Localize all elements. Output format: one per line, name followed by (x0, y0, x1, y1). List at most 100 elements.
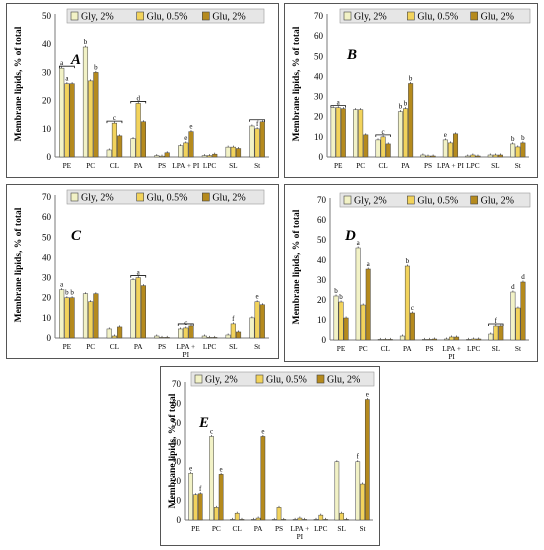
category-label-e-0: PE (191, 524, 200, 533)
y-tick-d-30: 30 (317, 275, 327, 285)
y-tick-c-60: 60 (42, 212, 52, 222)
bar-d-0-1 (338, 301, 344, 341)
category-label-d-1: PC (359, 344, 368, 353)
y-tick-d-50: 50 (317, 235, 327, 245)
sig-label-e-1-2: e (220, 465, 223, 473)
legend-a: Gly, 2% Glu, 0.5% Glu, 2% (66, 8, 265, 24)
bar-a-4-1 (159, 155, 165, 158)
bar-a-0-0 (59, 67, 65, 158)
sig-label-c-0-1: b (65, 289, 69, 297)
bar-a-3-0 (130, 138, 136, 158)
bar-b-1-0 (353, 109, 359, 158)
category-label-c-7: SL (229, 342, 238, 351)
bar-c-2-2 (117, 326, 123, 339)
bar-d-5-2 (454, 336, 460, 341)
legend-swatch-a-0 (70, 11, 79, 21)
bar-b-8-0 (510, 143, 516, 158)
legend-box-b (339, 8, 531, 24)
category-label-e-6: LPC (314, 524, 328, 533)
legend-label-a-1: Glu, 0.5% (147, 12, 188, 23)
category-label-e-2: CL (233, 524, 243, 533)
bar-d-1-0 (355, 247, 361, 341)
sig-label-c-0-0: a (60, 281, 64, 289)
sig-label-c-8-1: e (256, 293, 259, 301)
sig-label-b-5-0: e (444, 131, 447, 139)
bar-a-7-2 (235, 148, 242, 158)
chart-e: Membrane lipids, % of total 0 10 20 30 40 50 60… (168, 371, 375, 541)
bar-e-1-1 (213, 507, 219, 521)
y-axis-label-b: Membrane lipids, % of total (292, 26, 302, 141)
bar-e-2-2 (239, 519, 245, 521)
y-tick-c-70: 70 (42, 192, 52, 202)
bar-d-4-1 (427, 339, 432, 341)
sig-label-a-0-1: a (65, 75, 69, 83)
sig-label-d-3-1: b (406, 257, 410, 265)
bar-e-2-0 (230, 519, 235, 521)
y-tick-a-30: 30 (42, 67, 52, 77)
panel-letter-c: C (71, 228, 82, 244)
legend-swatch-a-1 (136, 11, 144, 21)
bar-a-4-0 (154, 155, 160, 158)
bar-b-0-2 (340, 108, 346, 158)
legend-swatch-b-0 (343, 11, 352, 21)
category-label-c-1: PC (86, 342, 95, 351)
sig-label-d-7-1: f (495, 317, 498, 325)
legend-label-e-2: Glu, 2% (327, 375, 360, 386)
category-label-d-5: LPA + (442, 344, 461, 353)
y-tick-a-20: 20 (42, 96, 52, 106)
bar-e-0-1 (193, 494, 198, 521)
category-label-c-5-l2: PI (183, 350, 190, 358)
sig-label-c-0-2: b (70, 289, 74, 297)
chart-b: Membrane lipids, % of total 0 10 20 30 40 50 60… (292, 8, 531, 170)
category-label-e-8: St (360, 524, 366, 533)
category-label-e-7: SL (337, 524, 346, 533)
panel-letter-b: B (346, 47, 357, 63)
y-tick-c-10: 10 (42, 313, 52, 323)
y-tick-a-10: 10 (42, 124, 52, 134)
bar-c-5-2 (188, 325, 194, 339)
chart-c: Membrane lipids, % of total 0 10 20 30 40 50 60… (14, 189, 269, 358)
bar-d-3-0 (399, 335, 405, 341)
bar-b-6-1 (470, 154, 476, 158)
sig-label-d-1-0: a (357, 239, 361, 247)
category-label-b-8: St (515, 161, 521, 170)
bar-e-6-1 (318, 514, 324, 521)
y-tick-d-10: 10 (317, 315, 327, 325)
category-label-d-7: SL (492, 344, 501, 353)
category-label-a-4: PS (158, 161, 166, 170)
category-label-a-0: PE (63, 161, 72, 170)
bar-c-1-1 (88, 301, 94, 339)
bar-c-7-0 (225, 334, 231, 339)
bracket-c-3 (130, 275, 147, 278)
y-tick-c-0: 0 (47, 333, 52, 343)
bar-e-0-0 (188, 473, 194, 521)
panel-letter-e: E (198, 415, 209, 431)
y-tick-a-0: 0 (47, 152, 52, 162)
bar-c-3-1 (135, 277, 141, 339)
legend-swatch-e-1 (255, 374, 264, 384)
bar-a-5-1 (183, 142, 189, 158)
category-label-b-4: PS (424, 161, 432, 170)
y-tick-b-60: 60 (314, 31, 324, 41)
bar-a-4-2 (164, 152, 170, 158)
bar-c-4-0 (154, 335, 160, 339)
bar-e-3-2 (260, 436, 266, 521)
sig-label-b-3-1: b (404, 100, 408, 108)
bar-b-0-1 (335, 107, 341, 158)
category-label-c-3: PA (134, 342, 143, 351)
category-label-d-0: PE (337, 344, 346, 353)
bar-c-2-1 (111, 335, 117, 339)
bracket-c-5 (177, 323, 194, 326)
sig-label-e-0-0: e (189, 464, 192, 472)
bar-a-6-1 (207, 155, 213, 158)
bar-a-3-2 (140, 121, 146, 158)
legend-swatch-c-2 (202, 192, 210, 202)
category-label-a-5: LPA + PI (172, 161, 200, 170)
sig-label-b-0-1: a (337, 99, 341, 107)
sig-label-e-8-0: f (357, 453, 360, 461)
sig-label-b-8-2: b (521, 134, 525, 142)
panel-letter-d: D (344, 228, 356, 244)
category-label-b-6: LPC (466, 161, 480, 170)
category-label-c-2: CL (110, 342, 120, 351)
bar-a-1-0 (82, 46, 89, 158)
